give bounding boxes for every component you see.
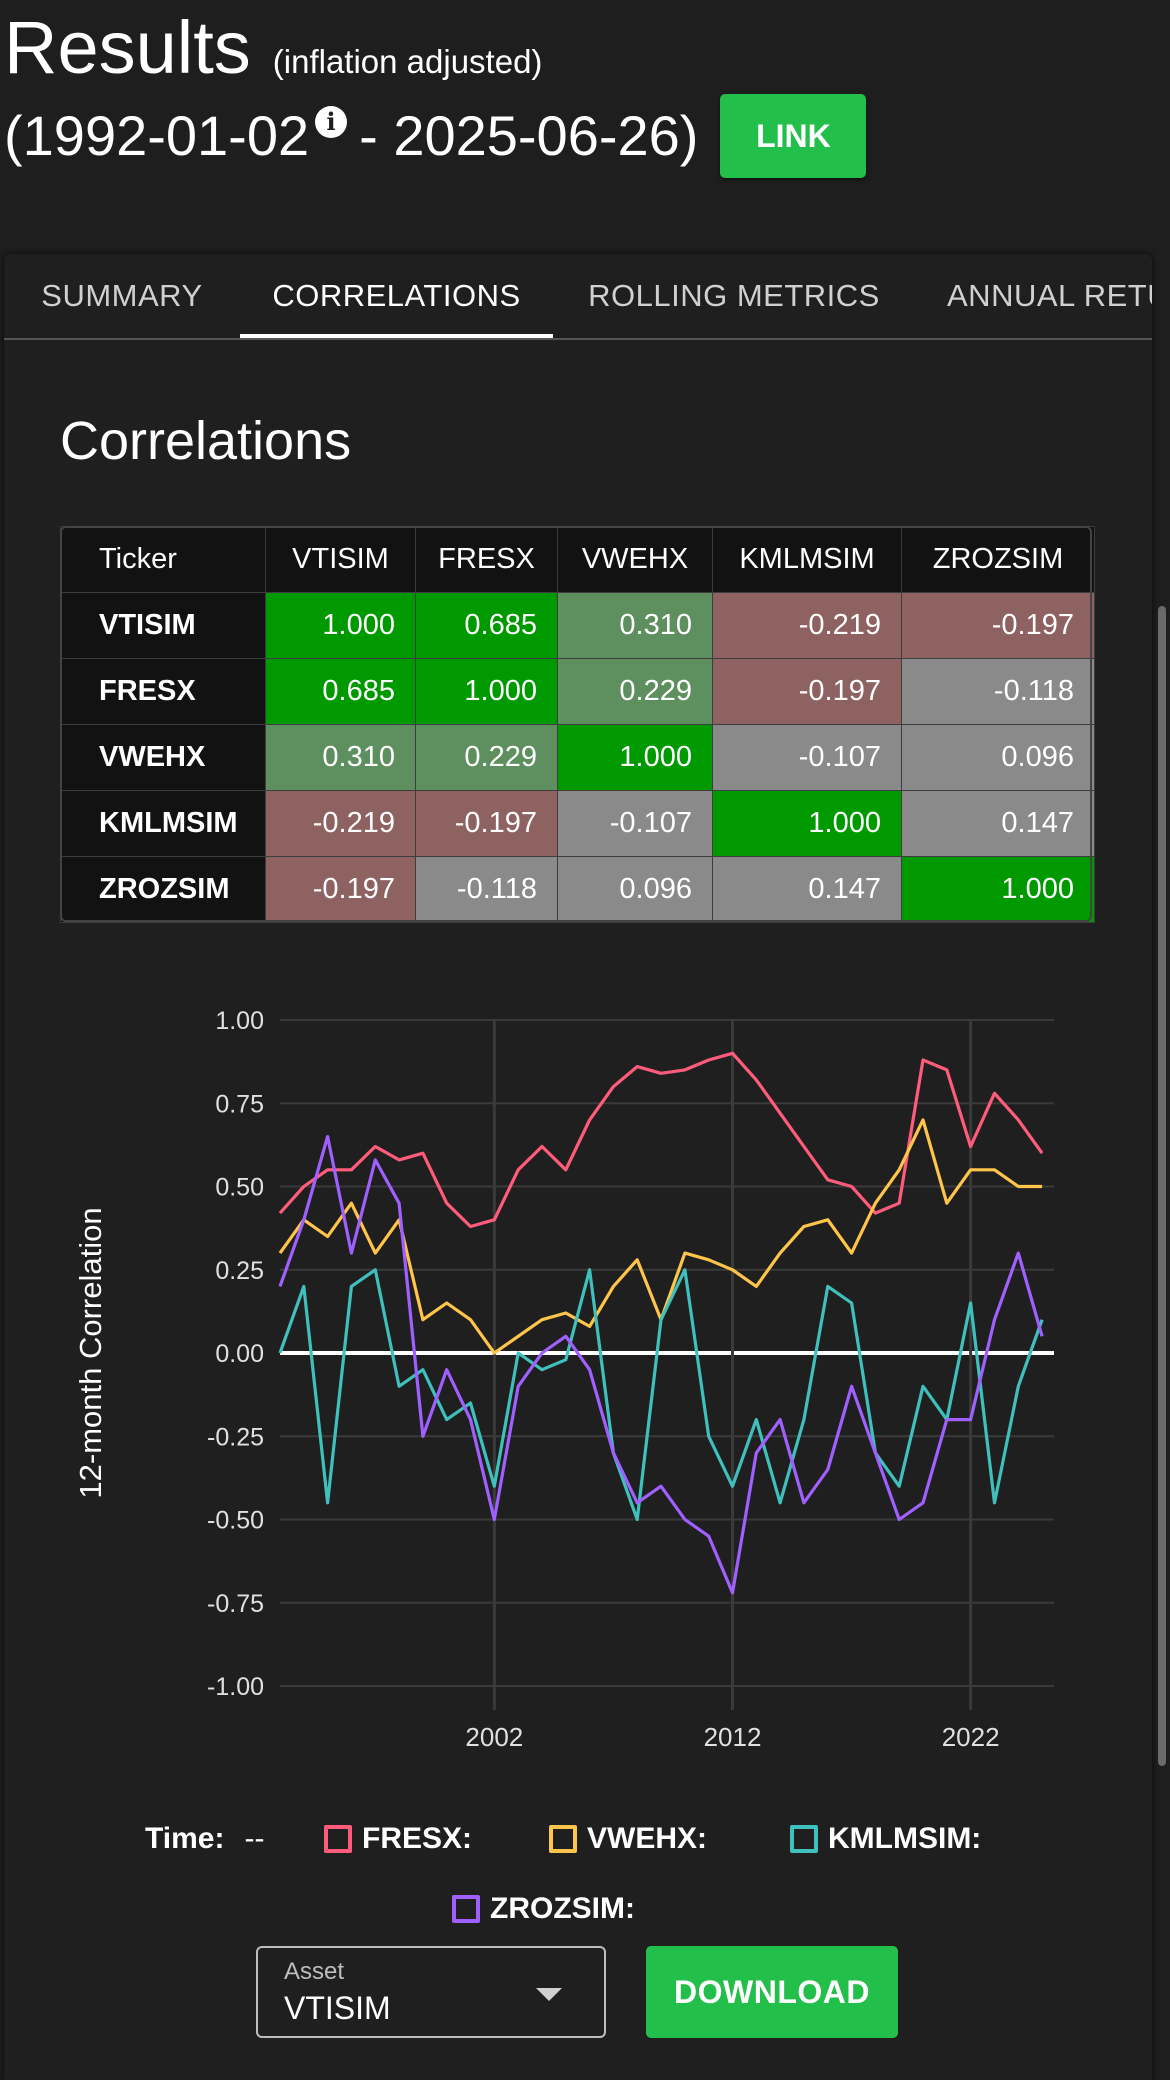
matrix-cell: -0.197 <box>712 658 902 725</box>
results-header: Results (inflation adjusted) (1992-01-02… <box>0 0 1170 240</box>
series-line-kmlmsim <box>278 1268 1044 1522</box>
matrix-cell: 0.096 <box>901 724 1095 791</box>
y-tick-label: -0.25 <box>207 1423 264 1451</box>
legend-swatch-kmlmsim <box>790 1825 818 1853</box>
y-tick-label: 0.50 <box>215 1174 264 1202</box>
legend-time: Time: -- <box>145 1822 264 1856</box>
scrollbar[interactable] <box>1158 606 1166 1766</box>
matrix-header-cell: Ticker <box>60 526 266 593</box>
matrix-cell: 0.685 <box>265 658 416 725</box>
y-tick-label: 0.75 <box>215 1090 264 1118</box>
y-tick-label: 1.00 <box>215 1007 264 1035</box>
matrix-cell: 0.229 <box>557 658 713 725</box>
matrix-header-cell: FRESX <box>415 526 558 593</box>
matrix-row: VTISIM 1.000 0.685 0.310 -0.219 -0.197 <box>60 592 1095 659</box>
matrix-cell: 1.000 <box>712 790 902 857</box>
matrix-cell: -0.197 <box>415 790 558 857</box>
matrix-cell: 1.000 <box>557 724 713 791</box>
info-icon[interactable]: i <box>315 106 348 138</box>
asset-select-value: VTISIM <box>284 1990 391 2026</box>
matrix-row-ticker: VWEHX <box>60 724 266 791</box>
matrix-cell: -0.118 <box>901 658 1095 725</box>
matrix-cell: -0.219 <box>712 592 902 659</box>
legend-label-zrozsim: ZROZSIM: <box>490 1892 635 1925</box>
matrix-cell: -0.107 <box>712 724 902 791</box>
matrix-cell: 0.229 <box>415 724 558 791</box>
start-date: (1992-01-02 <box>4 104 310 167</box>
matrix-cell: 0.096 <box>557 856 713 923</box>
matrix-row-ticker: KMLMSIM <box>60 790 266 857</box>
legend-item-vwehx[interactable]: VWEHX: <box>549 1822 707 1856</box>
chevron-down-icon <box>536 1988 562 2001</box>
matrix-cell: 1.000 <box>265 592 416 659</box>
x-tick-label: 2012 <box>704 1722 762 1752</box>
series-line-zrozsim <box>278 1135 1044 1595</box>
x-tick-label: 2022 <box>942 1722 1000 1752</box>
tab-summary[interactable]: SUMMARY <box>41 278 203 313</box>
tab-bar: SUMMARY CORRELATIONS ROLLING METRICS ANN… <box>4 254 1152 340</box>
matrix-row-ticker: FRESX <box>60 658 266 725</box>
matrix-row-ticker: VTISIM <box>60 592 266 659</box>
legend-item-zrozsim[interactable]: ZROZSIM: <box>452 1892 635 1926</box>
matrix-cell: -0.219 <box>265 790 416 857</box>
matrix-cell: 0.310 <box>557 592 713 659</box>
legend-label-vwehx: VWEHX: <box>587 1822 707 1855</box>
matrix-cell: -0.107 <box>557 790 713 857</box>
matrix-cell: -0.118 <box>415 856 558 923</box>
y-tick-label: -0.50 <box>207 1507 264 1535</box>
matrix-row: ZROZSIM -0.197 -0.118 0.096 0.147 1.000 <box>60 856 1095 923</box>
legend-item-kmlmsim[interactable]: KMLMSIM: <box>790 1822 981 1856</box>
legend-time-value: -- <box>244 1822 265 1855</box>
matrix-cell: 0.685 <box>415 592 558 659</box>
x-tick-label: 2002 <box>465 1722 523 1752</box>
correlation-matrix: Ticker VTISIM FRESX VWEHX KMLMSIM ZROZSI… <box>60 526 1095 923</box>
matrix-row: VWEHX 0.310 0.229 1.000 -0.107 0.096 <box>60 724 1095 791</box>
y-tick-label: -1.00 <box>207 1673 264 1701</box>
asset-select[interactable]: Asset VTISIM <box>256 1946 606 2038</box>
matrix-cell: -0.197 <box>265 856 416 923</box>
date-range: (1992-01-02 i - 2025-06-26) <box>4 94 698 178</box>
legend-swatch-zrozsim <box>452 1895 480 1923</box>
matrix-cell: 0.310 <box>265 724 416 791</box>
page-title: Results <box>4 6 251 89</box>
link-button[interactable]: LINK <box>720 94 867 178</box>
matrix-row: KMLMSIM -0.219 -0.197 -0.107 1.000 0.147 <box>60 790 1095 857</box>
date-range-line: (1992-01-02 i - 2025-06-26) LINK <box>4 94 867 178</box>
rolling-correlation-chart: 1.00 0.75 0.50 0.25 0.00 -0.25 -0.50 -0.75 -1.00… <box>73 1007 1054 1752</box>
legend-swatch-fresx <box>324 1825 352 1853</box>
section-title: Correlations <box>60 411 352 471</box>
legend-item-fresx[interactable]: FRESX: <box>324 1822 472 1856</box>
asset-select-label: Asset <box>284 1958 345 1985</box>
series-line-fresx <box>278 1051 1044 1229</box>
active-tab-indicator <box>240 334 553 338</box>
y-axis-label: 12-month Correlation <box>73 1207 108 1498</box>
matrix-header-cell: KMLMSIM <box>712 526 902 593</box>
end-date: - 2025-06-26) <box>359 104 699 167</box>
tab-correlations[interactable]: CORRELATIONS <box>272 278 521 313</box>
legend-swatch-vwehx <box>549 1825 577 1853</box>
matrix-cell: 1.000 <box>901 856 1095 923</box>
download-button[interactable]: DOWNLOAD <box>646 1946 898 2038</box>
legend-label-fresx: FRESX: <box>362 1822 473 1855</box>
legend-label-kmlmsim: KMLMSIM: <box>828 1822 982 1855</box>
tab-rolling-metrics[interactable]: ROLLING METRICS <box>588 278 880 313</box>
matrix-row: FRESX 0.685 1.000 0.229 -0.197 -0.118 <box>60 658 1095 725</box>
y-tick-label: 0.25 <box>215 1257 264 1285</box>
page-subtitle: (inflation adjusted) <box>272 43 543 80</box>
title-line: Results (inflation adjusted) <box>4 2 542 94</box>
matrix-header-cell: ZROZSIM <box>901 526 1095 593</box>
matrix-cell: 1.000 <box>415 658 558 725</box>
matrix-row-ticker: ZROZSIM <box>60 856 266 923</box>
matrix-cell: 0.147 <box>901 790 1095 857</box>
y-tick-label: 0.00 <box>215 1340 264 1368</box>
matrix-cell: -0.197 <box>901 592 1095 659</box>
y-tick-label: -0.75 <box>207 1590 264 1618</box>
legend-time-label: Time: <box>145 1822 225 1855</box>
matrix-header-cell: VTISIM <box>265 526 416 593</box>
tab-annual-returns[interactable]: ANNUAL RETU <box>947 278 1152 313</box>
